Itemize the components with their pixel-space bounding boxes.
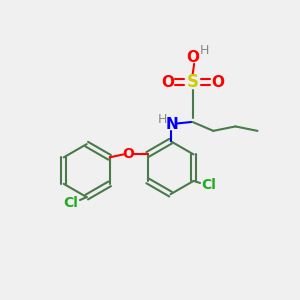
- Text: O: O: [211, 75, 224, 90]
- Text: O: O: [123, 147, 135, 161]
- Text: S: S: [187, 73, 199, 91]
- Text: N: N: [166, 118, 178, 133]
- Text: H: H: [158, 113, 167, 126]
- Text: Cl: Cl: [201, 178, 216, 192]
- Text: O: O: [186, 50, 199, 65]
- Text: O: O: [161, 75, 174, 90]
- Text: Cl: Cl: [63, 196, 78, 210]
- Text: H: H: [200, 44, 209, 57]
